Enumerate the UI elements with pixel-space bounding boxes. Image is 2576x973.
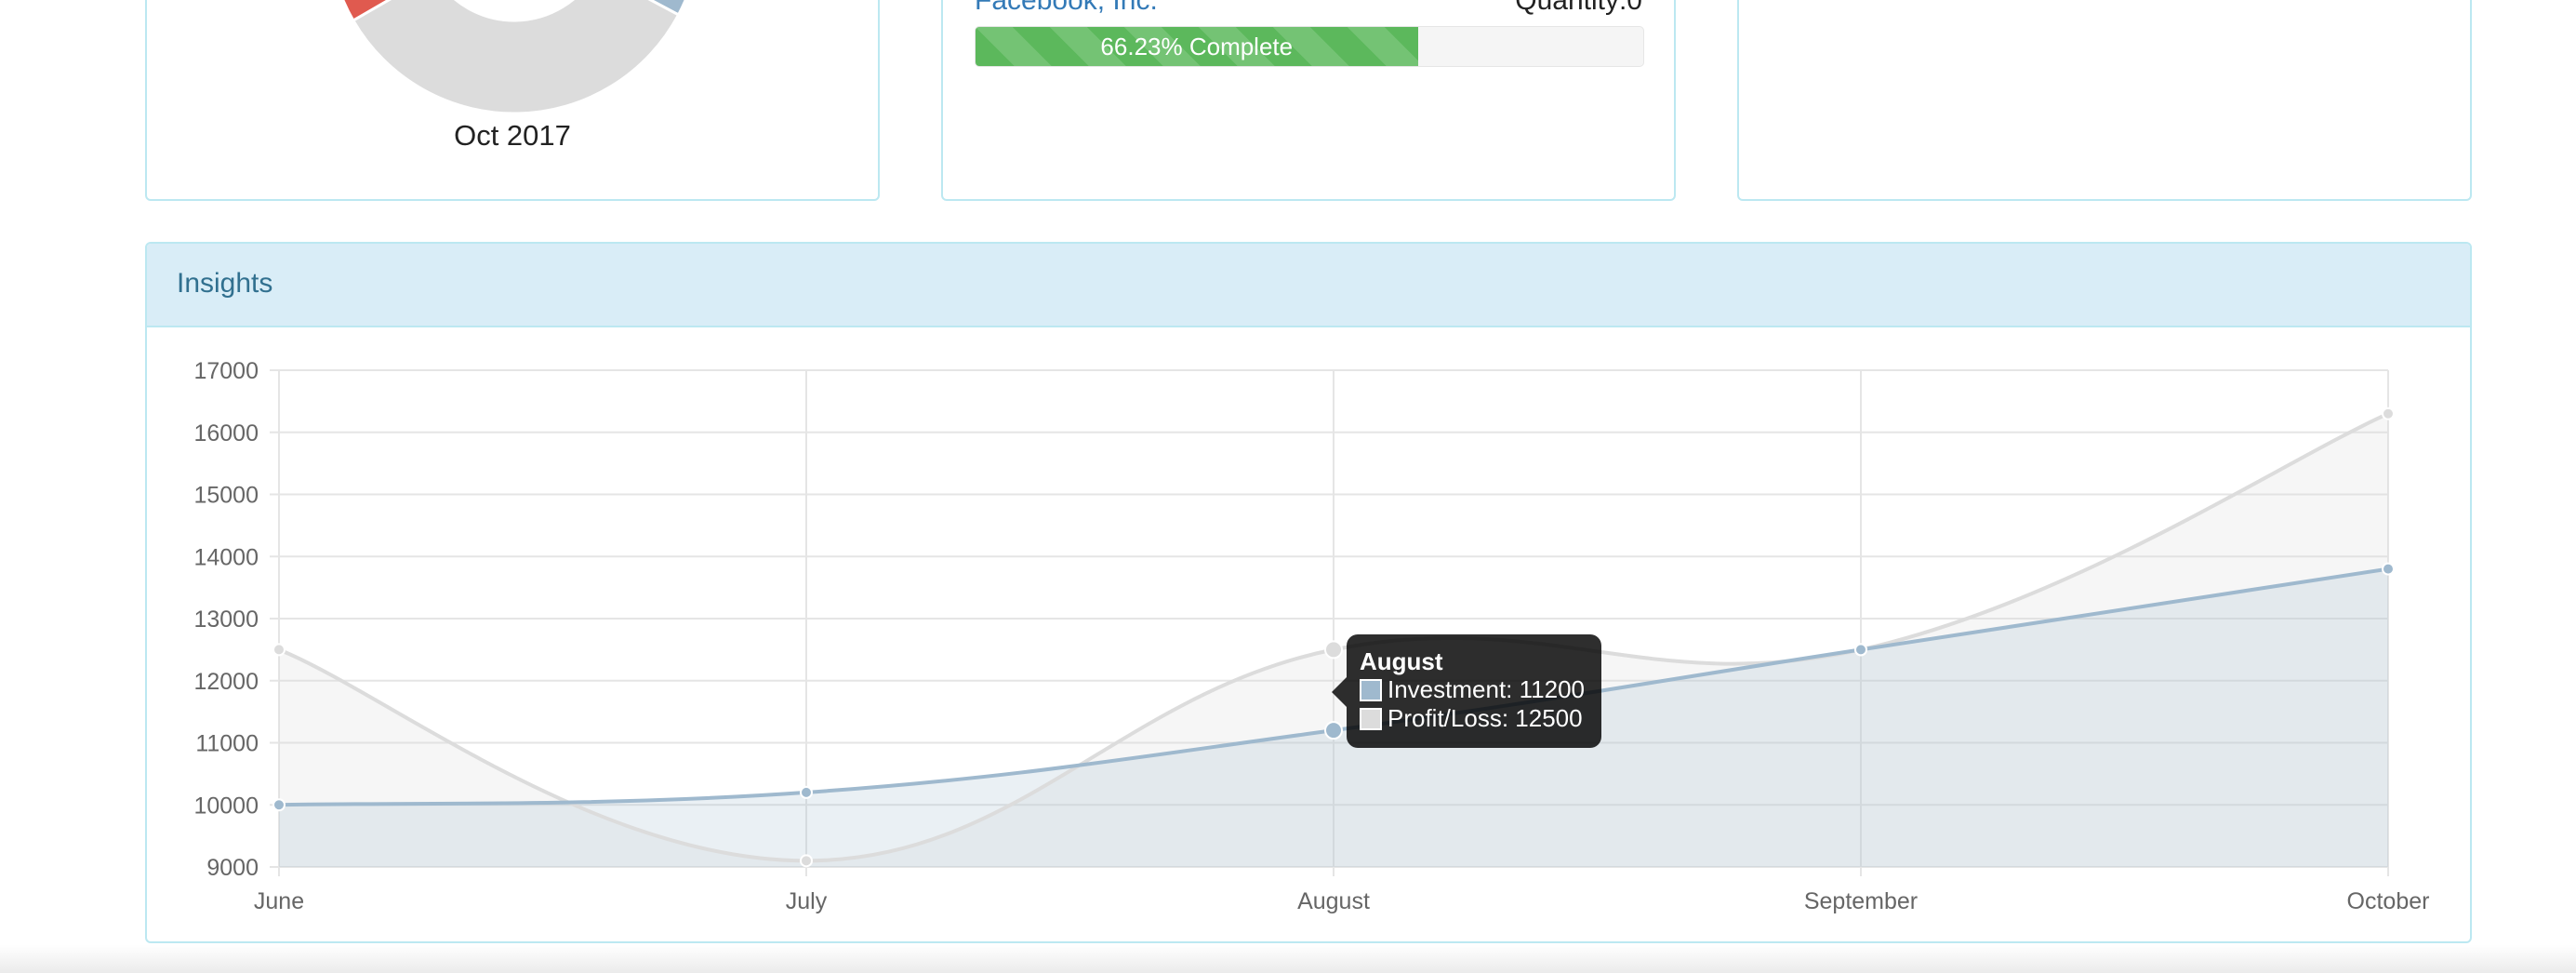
series-point-1-0[interactable] (272, 643, 285, 657)
y-tick-label: 15000 (193, 483, 259, 509)
y-tick-label: 17000 (193, 358, 259, 384)
x-tick-label: September (1804, 888, 1918, 914)
y-tick-label: 16000 (193, 420, 259, 447)
series-point-1-1[interactable] (800, 854, 813, 868)
series-point-0-2[interactable] (1324, 721, 1343, 740)
tooltip-row-investment: Investment: 11200 (1360, 675, 1588, 704)
y-tick-label: 11000 (195, 731, 259, 757)
x-tick-label: June (254, 888, 304, 914)
y-tick-label: 9000 (206, 855, 259, 881)
series-point-1-2[interactable] (1324, 640, 1343, 660)
series-point-0-3[interactable] (1854, 643, 1867, 657)
series-point-0-0[interactable] (272, 798, 285, 812)
donut-slice-main (351, 0, 681, 115)
x-tick-label: August (1297, 888, 1370, 914)
series-point-1-4[interactable] (2382, 407, 2395, 420)
progress-fill: 66.23% Complete (976, 27, 1418, 66)
tooltip-title: August (1360, 647, 1443, 675)
tooltip-profit-loss-text: Profit/Loss: 12500 (1388, 704, 1583, 732)
stock-name-link[interactable]: Facebook, Inc. (975, 0, 1158, 16)
portfolio-donut-panel: Oct 2017 (145, 0, 880, 201)
y-tick-label: 10000 (193, 793, 259, 819)
series-point-0-4[interactable] (2382, 562, 2395, 576)
donut-date-label: Oct 2017 (454, 119, 571, 152)
y-tick-label: 12000 (193, 669, 259, 695)
y-tick-label: 14000 (193, 544, 259, 570)
tooltip-row-profit-loss: Profit/Loss: 12500 (1360, 704, 1588, 733)
stock-progress-bar: 66.23% Complete (975, 26, 1644, 67)
y-tick-label: 13000 (193, 606, 259, 633)
series-point-0-1[interactable] (800, 785, 813, 799)
insights-panel: Insights (145, 242, 2472, 943)
empty-panel (1737, 0, 2472, 201)
page-bottom-shadow (0, 945, 2576, 973)
insights-title: Insights (177, 268, 273, 299)
tooltip-investment-text: Investment: 11200 (1388, 675, 1585, 703)
profit-loss-swatch (1360, 707, 1382, 730)
donut-slice-red (341, 0, 392, 23)
stock-quantity: Quantity:0 (1515, 0, 1642, 16)
insights-panel-heading: Insights (147, 244, 2470, 327)
chart-tooltip: August Investment: 11200 Profit/Loss: 12… (1332, 634, 1601, 748)
stock-progress-panel: Facebook, Inc. Quantity:0 66.23% Complet… (941, 0, 1676, 201)
portfolio-donut-chart (341, 0, 687, 115)
series-area-1 (279, 413, 2388, 867)
investment-swatch (1360, 678, 1382, 701)
x-tick-label: October (2347, 888, 2430, 914)
x-tick-label: July (786, 888, 828, 914)
